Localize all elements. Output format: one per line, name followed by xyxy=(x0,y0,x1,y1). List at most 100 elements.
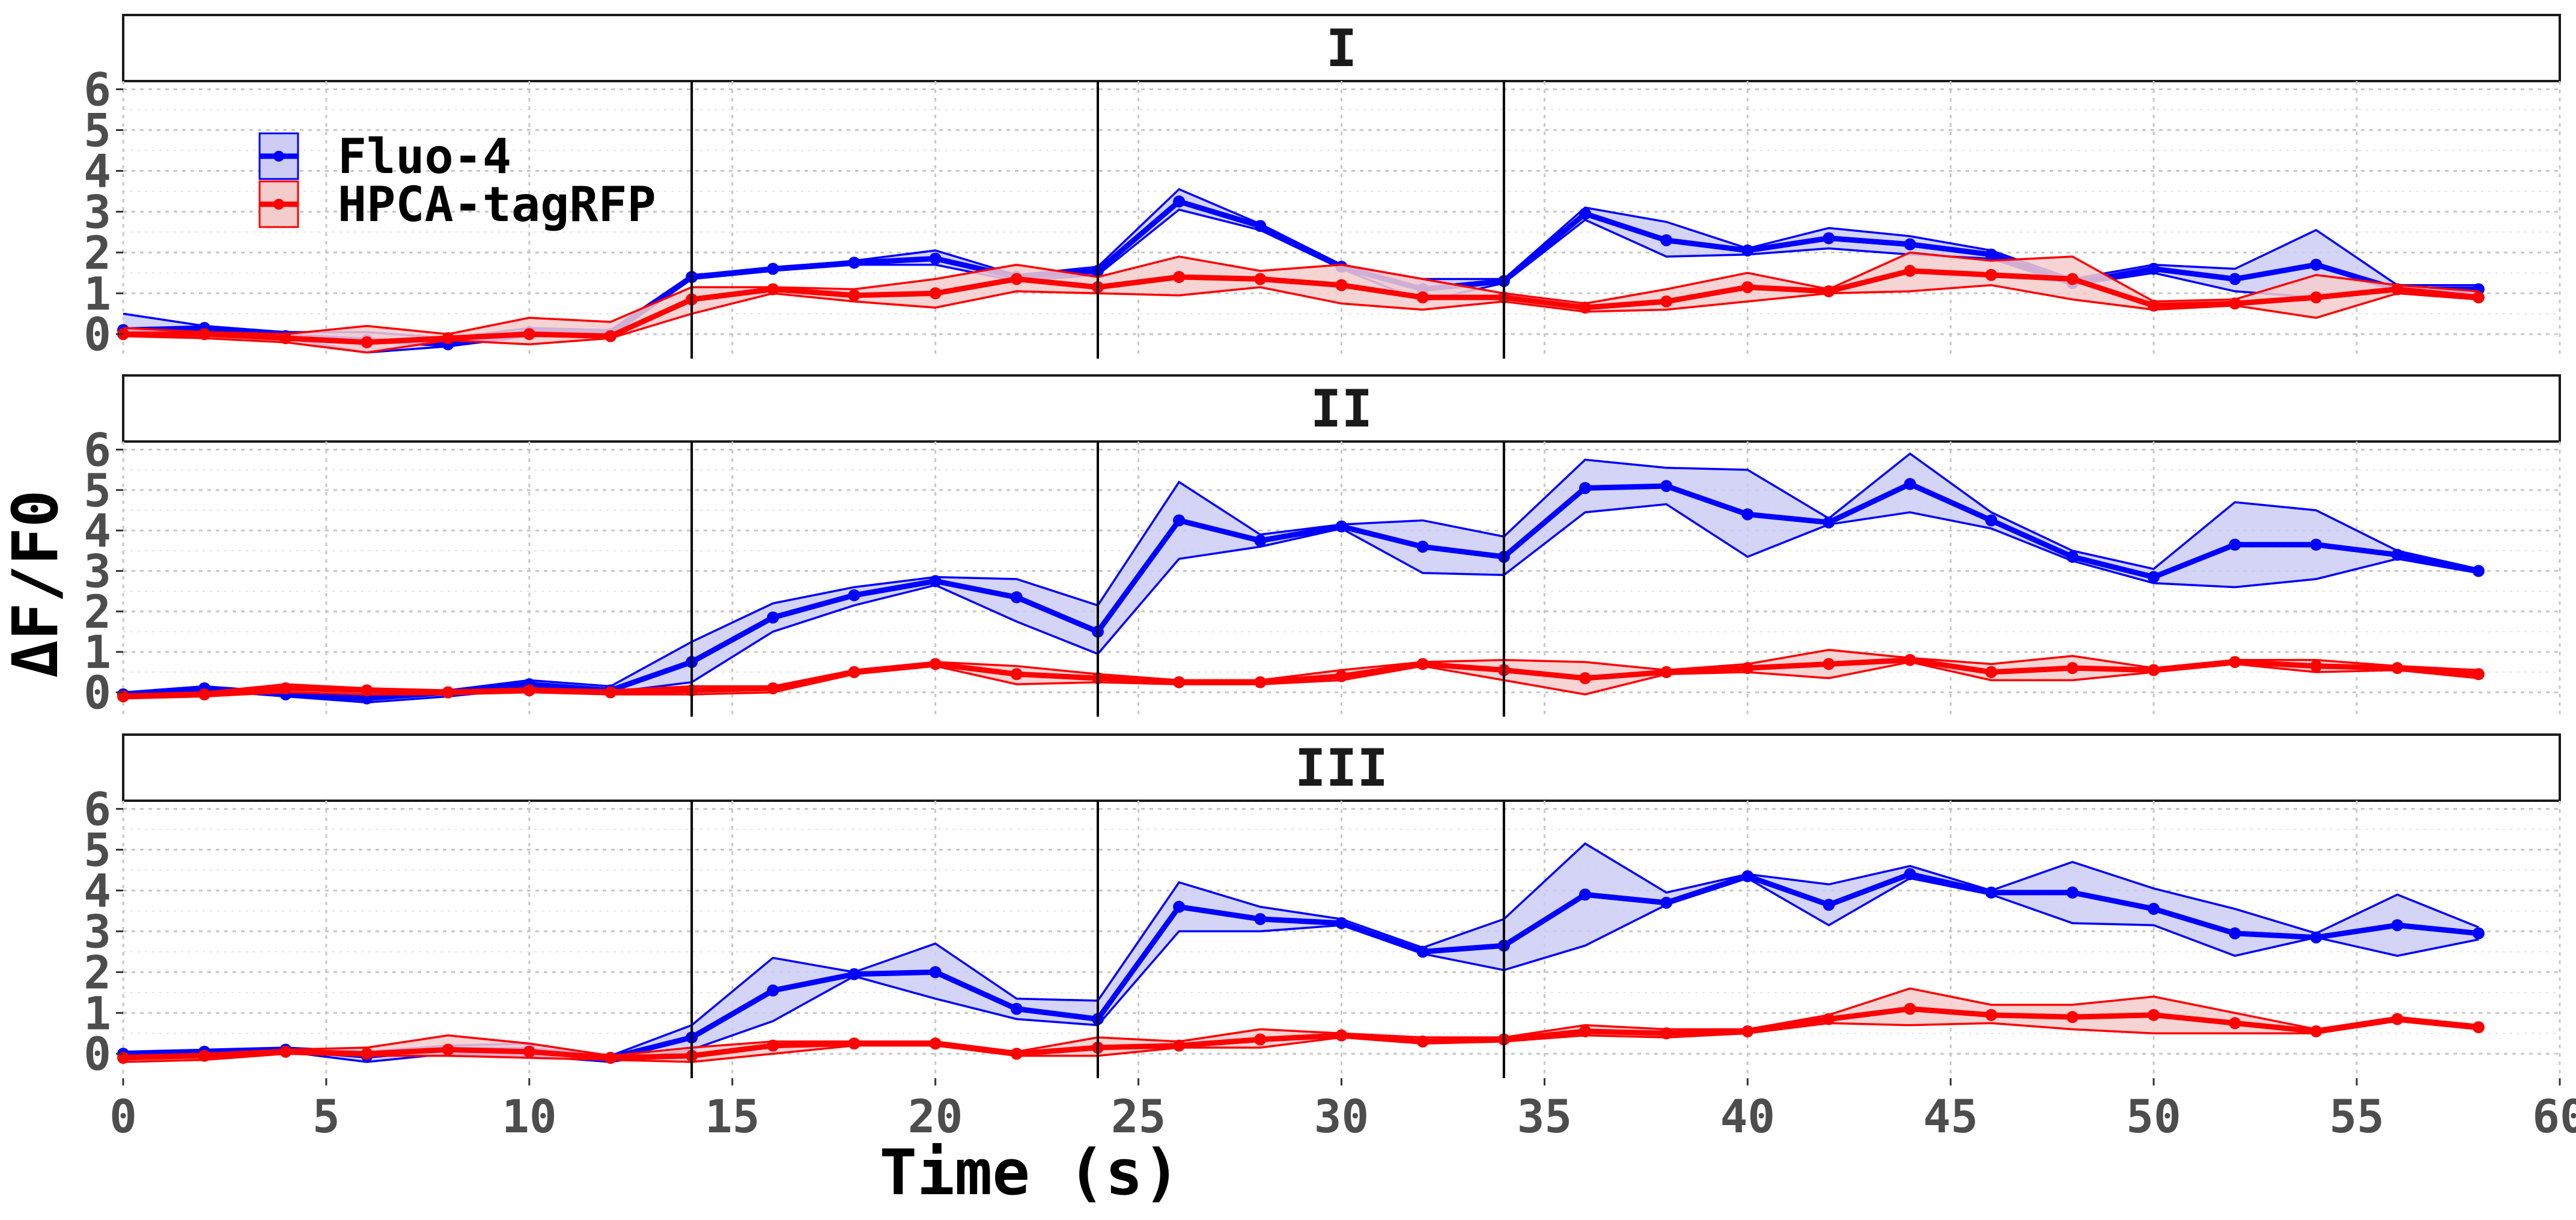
data-point xyxy=(117,690,129,703)
data-point xyxy=(1173,1039,1186,1052)
data-point xyxy=(442,686,454,699)
data-point xyxy=(1173,514,1186,527)
data-point xyxy=(1173,676,1186,688)
data-point xyxy=(1335,917,1348,929)
data-point xyxy=(1254,676,1267,688)
data-point xyxy=(1660,480,1673,493)
data-point xyxy=(767,984,779,997)
y-tick-label: 4 xyxy=(84,504,111,557)
data-point xyxy=(604,686,617,699)
data-point xyxy=(2066,1011,2078,1024)
data-point xyxy=(929,287,942,300)
data-point xyxy=(2472,291,2485,304)
data-point xyxy=(1335,670,1348,682)
data-point xyxy=(604,1052,617,1064)
data-point xyxy=(1254,220,1267,232)
series-hpca-tagrfp xyxy=(117,251,2485,354)
x-tick-label: 0 xyxy=(109,1090,137,1143)
legend-label-fluo4: Fluo-4 xyxy=(338,129,511,184)
series-fluo-4 xyxy=(117,452,2485,705)
strip-header xyxy=(122,14,2561,82)
x-tick-label: 5 xyxy=(312,1090,340,1143)
data-point xyxy=(1741,662,1754,675)
x-tick-label: 30 xyxy=(1314,1090,1369,1143)
data-point xyxy=(2229,656,2241,669)
data-point xyxy=(2148,263,2160,275)
data-point xyxy=(767,1039,779,1052)
data-point xyxy=(929,1037,942,1050)
data-point xyxy=(2066,662,2078,675)
data-point xyxy=(2229,1017,2241,1030)
data-point xyxy=(767,263,779,275)
x-tick-label: 20 xyxy=(908,1090,963,1143)
legend-key-fluo4-marker xyxy=(273,151,284,162)
y-tick-label: 3 xyxy=(84,905,111,958)
legend: Fluo-4 HPCA-tagRFP xyxy=(258,129,656,232)
data-point xyxy=(1010,668,1023,681)
data-point xyxy=(2148,571,2160,583)
x-axis: 0 5 10 15 20 25 30 35 40 45 50 55 60 xyxy=(109,1078,2576,1143)
data-point xyxy=(1173,195,1186,208)
data-point xyxy=(1579,672,1591,685)
strip-header xyxy=(122,374,2561,443)
y-tick-label: 0 xyxy=(84,308,111,361)
data-point xyxy=(1416,1035,1429,1048)
data-point xyxy=(1660,295,1673,308)
data-point xyxy=(2148,299,2160,312)
data-point xyxy=(767,682,779,694)
data-point xyxy=(198,1049,211,1062)
data-point xyxy=(848,968,860,980)
y-tick-label: 6 xyxy=(84,63,111,117)
strip-label: II xyxy=(1311,379,1373,439)
data-point xyxy=(2066,550,2078,563)
data-point xyxy=(1416,658,1429,670)
data-point xyxy=(848,589,860,601)
data-point xyxy=(2472,927,2485,939)
x-tick-label: 50 xyxy=(2126,1090,2181,1143)
data-point xyxy=(1254,535,1267,547)
data-point xyxy=(1822,516,1835,529)
data-point xyxy=(117,1052,129,1064)
grid xyxy=(122,81,2561,359)
y-tick-label: 3 xyxy=(84,545,111,598)
x-tick-label: 55 xyxy=(2329,1090,2384,1143)
data-point xyxy=(2391,662,2404,675)
data-point xyxy=(1579,482,1591,494)
data-point xyxy=(1904,868,1916,881)
y-tick-label: 6 xyxy=(84,783,111,836)
error-band xyxy=(123,988,2479,1062)
data-point xyxy=(2391,1013,2404,1025)
data-point xyxy=(2391,919,2404,932)
data-point xyxy=(442,1043,454,1056)
data-point xyxy=(1985,269,1997,281)
data-point xyxy=(2148,903,2160,915)
data-point xyxy=(929,252,942,265)
data-point xyxy=(1660,666,1673,678)
data-point xyxy=(1010,1048,1023,1060)
x-tick-label: 40 xyxy=(1720,1090,1776,1143)
y-tick-label: 3 xyxy=(84,185,111,238)
data-point xyxy=(1660,234,1673,246)
data-point xyxy=(2310,538,2322,551)
data-point xyxy=(2148,664,2160,676)
legend-key-hpca-marker xyxy=(273,199,284,210)
data-point xyxy=(1416,541,1429,553)
x-tick-label: 10 xyxy=(502,1090,557,1143)
data-point xyxy=(1985,666,1997,678)
y-tick-label: 0 xyxy=(84,1027,111,1081)
data-point xyxy=(2391,548,2404,561)
data-point xyxy=(2066,886,2078,899)
data-point xyxy=(279,332,292,345)
data-point xyxy=(1010,273,1023,285)
data-point xyxy=(2148,1009,2160,1021)
data-point xyxy=(1985,1009,1997,1021)
y-tick-label: 0 xyxy=(84,666,111,720)
data-point xyxy=(1822,899,1835,911)
y-tick-label: 2 xyxy=(84,945,111,999)
data-point xyxy=(523,684,535,697)
strip-label: III xyxy=(1295,738,1388,798)
y-tick-label: 2 xyxy=(84,226,111,279)
